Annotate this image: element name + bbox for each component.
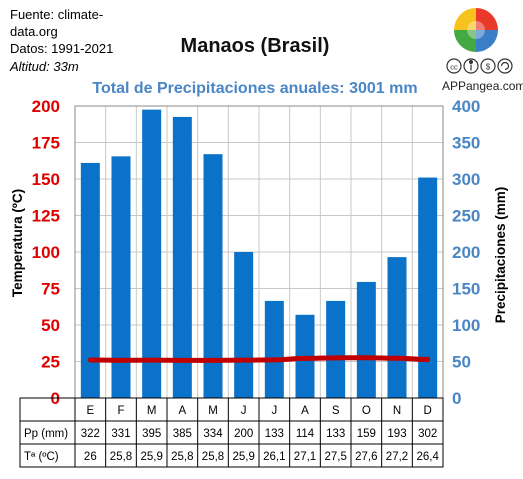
- precipitation-bar: [418, 177, 438, 398]
- left-tick-label: 50: [41, 316, 60, 335]
- left-tick-label: 200: [32, 97, 60, 116]
- svg-text:cc: cc: [450, 63, 458, 72]
- right-tick-label: 100: [452, 316, 480, 335]
- right-tick-label: 200: [452, 243, 480, 262]
- left-tick-label: 175: [32, 134, 60, 153]
- right-axis-label: Precipitaciones (mm): [493, 187, 508, 324]
- table-cell-temp: 26,1: [263, 451, 285, 463]
- precipitation-bar: [356, 281, 376, 398]
- right-tick-label: 0: [452, 389, 461, 408]
- month-label: J: [241, 405, 247, 417]
- precipitation-bar: [172, 116, 192, 398]
- precipitation-bar: [264, 300, 284, 398]
- table-cell-temp: 25,9: [140, 451, 162, 463]
- right-axis-ticks: 0 50 100 150 200 250 300 350 400: [452, 97, 480, 408]
- month-label: M: [208, 405, 218, 417]
- right-tick-label: 300: [452, 170, 480, 189]
- chart-subtitle: Total de Precipitaciones anuales: 3001 m…: [92, 80, 418, 97]
- right-tick-label: 250: [452, 207, 480, 226]
- puzzle-logo-icon: [454, 8, 498, 52]
- right-tick-label: 350: [452, 134, 480, 153]
- table-cell-pp: 133: [326, 428, 345, 440]
- right-tick-label: 400: [452, 97, 480, 116]
- precipitation-bar: [234, 252, 254, 398]
- left-tick-label: 25: [41, 353, 60, 372]
- left-tick-label: 75: [41, 280, 60, 299]
- left-tick-label: 150: [32, 170, 60, 189]
- table-cell-temp: 25,8: [202, 451, 224, 463]
- svg-text:$: $: [486, 63, 491, 72]
- month-label: O: [362, 405, 371, 417]
- table-cell-pp: 159: [357, 428, 376, 440]
- chart-title: Manaos (Brasil): [180, 35, 330, 57]
- attribution-icon: [463, 58, 479, 74]
- table-cell-pp: 395: [142, 428, 161, 440]
- right-tick-label: 50: [452, 353, 471, 372]
- table-cell-pp: 331: [111, 428, 130, 440]
- table-cell-pp: 200: [234, 428, 253, 440]
- left-axis-label: Temperatura (ºC): [10, 189, 25, 297]
- source-line: data.org: [10, 24, 58, 39]
- left-tick-label: 100: [32, 243, 60, 262]
- table-cell-temp: 27,5: [324, 451, 346, 463]
- table-row-header: Pp (mm): [24, 428, 68, 440]
- month-label: F: [117, 405, 124, 417]
- month-label: E: [86, 405, 94, 417]
- month-label: D: [424, 405, 432, 417]
- source-line: Fuente: climate-: [10, 7, 104, 22]
- table-cell-pp: 302: [418, 428, 437, 440]
- month-label: A: [178, 405, 186, 417]
- table-cell-pp: 322: [81, 428, 100, 440]
- noncommercial-icon: $: [480, 58, 496, 74]
- right-tick-label: 150: [452, 280, 480, 299]
- table-row-header: Tª (ºC): [24, 451, 59, 463]
- precipitation-bar: [80, 162, 100, 398]
- data-table: E F M A M J J A S O N D Pp (mm) Tª (ºC) 322 331 395 385 33…: [19, 397, 444, 468]
- license-icons: cc $: [446, 58, 513, 74]
- month-label: S: [332, 405, 340, 417]
- table-cell-pp: 114: [296, 428, 315, 440]
- precipitation-bar: [387, 257, 407, 398]
- month-label: M: [147, 405, 157, 417]
- table-cell-temp: 27,1: [294, 451, 316, 463]
- altitude: Altitud: 33m: [10, 59, 79, 74]
- left-tick-label: 125: [32, 207, 60, 226]
- table-cell-temp: 25,9: [232, 451, 254, 463]
- table-cell-temp: 27,2: [386, 451, 408, 463]
- table-cell-temp: 26,4: [416, 451, 439, 463]
- brand-text: APPangea.com: [442, 79, 523, 93]
- data-period: Datos: 1991-2021: [10, 41, 114, 56]
- table-cell-temp: 25,8: [110, 451, 132, 463]
- month-label: J: [271, 405, 277, 417]
- precipitation-bar: [142, 109, 162, 399]
- table-cell-temp: 25,8: [171, 451, 193, 463]
- month-label: A: [301, 405, 309, 417]
- table-cell-pp: 385: [173, 428, 192, 440]
- precipitation-bar: [203, 154, 223, 398]
- table-cell-pp: 193: [387, 428, 406, 440]
- table-cell-pp: 133: [265, 428, 284, 440]
- creative-commons-icon: cc: [446, 58, 462, 74]
- precipitation-bar: [326, 300, 346, 398]
- table-cell-temp: 26: [84, 451, 97, 463]
- table-cell-temp: 27,6: [355, 451, 377, 463]
- precipitation-bar: [111, 156, 131, 398]
- share-alike-icon: [497, 58, 513, 74]
- precipitation-bars: [80, 109, 438, 399]
- temperature-line: [87, 355, 431, 363]
- table-cell-pp: 334: [203, 428, 223, 440]
- month-label: N: [393, 405, 401, 417]
